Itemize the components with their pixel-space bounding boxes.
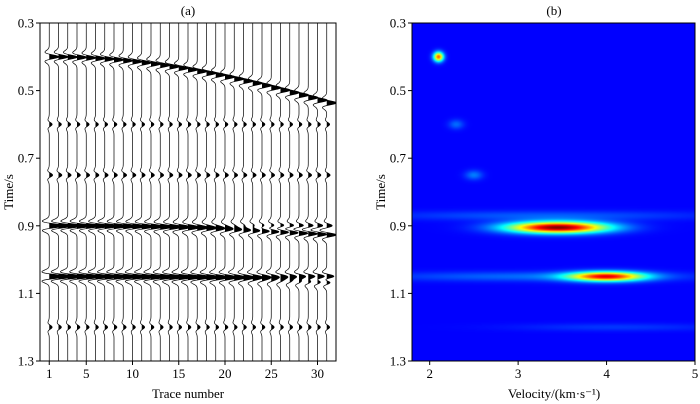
panel-a-y-axis-label: Time/s (1, 174, 16, 210)
panel-a-y-tick-label: 0.3 (18, 16, 34, 31)
trace-fill (188, 67, 203, 331)
trace-line (319, 23, 336, 361)
panel-b-x-tick-label: 5 (692, 366, 699, 381)
panel-a-y-tick-label: 0.9 (18, 218, 34, 233)
panel-b-x-axis-label: Velocity/(km·s⁻¹) (508, 386, 600, 401)
trace-line (134, 23, 159, 361)
trace-line (152, 23, 177, 361)
panel-b-y-tick-label: 0.5 (390, 83, 406, 98)
trace-line (199, 23, 221, 361)
panel-b-x-tick-label: 2 (426, 366, 433, 381)
panel-a-y-tick-label: 0.5 (18, 83, 34, 98)
panel-a-x-tick-label: 10 (126, 366, 139, 381)
trace-line (247, 23, 264, 361)
panel-b-y-tick-label: 1.1 (390, 286, 406, 301)
trace-fill (178, 65, 195, 331)
panel-a-label: (a) (181, 3, 195, 18)
trace-fill (215, 72, 230, 331)
panel-a-x-tick-label: 30 (311, 366, 324, 381)
trace-fill (114, 57, 131, 331)
trace-line (78, 23, 104, 361)
trace-line (180, 23, 204, 361)
panel-a-y-ticks: 0.3 0.5 0.7 0.9 1.1 1.3 (18, 16, 40, 369)
trace-line (97, 23, 122, 361)
panel-a-x-tick-label: 15 (172, 366, 185, 381)
panel-a-frame (39, 22, 337, 362)
trace-line (50, 23, 76, 361)
trace-line (209, 23, 230, 361)
panel-a-y-tick-label: 1.3 (18, 354, 34, 369)
trace-line (143, 23, 168, 361)
panel-b-y-tick-label: 1.3 (390, 354, 406, 369)
panel-a-y-tick-label: 0.7 (18, 151, 35, 166)
trace-line (124, 23, 150, 361)
trace-line (237, 23, 255, 361)
panel-b-y-tick-label: 0.9 (390, 218, 406, 233)
trace-line (218, 23, 239, 361)
panel-a-x-ticks: 1 5 10 15 20 25 30 (46, 361, 324, 381)
panel-a-wiggle-plot: (a) 1 5 10 15 20 25 30 0.30.50.70.91.11.3 Trac… (1, 3, 337, 401)
trace-fill (169, 63, 186, 331)
trace-line (265, 23, 282, 361)
panel-a-x-tick-label: 1 (46, 366, 53, 381)
panel-a-x-axis-label: Trace number (152, 386, 225, 401)
trace-line (190, 23, 213, 361)
panel-a-traces (41, 23, 336, 361)
trace-line (310, 23, 328, 361)
panel-b-y-ticks: 0.3 0.5 0.7 0.9 1.1 1.3 (390, 16, 412, 369)
trace-line (106, 23, 131, 361)
trace-line (69, 23, 95, 361)
panel-b-y-tick-label: 0.7 (390, 151, 407, 166)
trace-fill (86, 55, 103, 331)
trace-fill (151, 61, 168, 331)
panel-b-x-ticks: 2 3 4 5 (426, 361, 698, 381)
panel-b-label: (b) (546, 3, 561, 18)
panel-a-x-tick-label: 5 (83, 366, 90, 381)
panel-b-y-axis-label: Time/s (373, 174, 388, 210)
trace-line (256, 23, 273, 361)
trace-line (87, 23, 113, 361)
panel-a-x-tick-label: 25 (265, 366, 278, 381)
panel-a-y-tick-label: 1.1 (18, 286, 34, 301)
trace-fill (141, 60, 158, 331)
trace-fill (206, 70, 221, 331)
panel-b-x-tick-label: 3 (515, 366, 522, 381)
trace-fill (160, 62, 177, 331)
trace-line (171, 23, 195, 361)
trace-line (293, 23, 310, 361)
trace-line (41, 23, 67, 361)
panel-b-frame (411, 22, 696, 362)
trace-line (284, 23, 300, 361)
trace-fill (197, 68, 212, 331)
trace-fill (132, 59, 149, 331)
trace-line (301, 23, 319, 361)
trace-fill (95, 55, 112, 331)
panel-b-heatmap: (b) 2 3 4 5 0.3 0.5 0.7 0.9 1.1 1.3 Velocity/(km… (373, 3, 698, 401)
trace-fill (326, 100, 336, 331)
trace-line (115, 23, 140, 361)
trace-fill (123, 57, 140, 331)
panel-b-x-tick-label: 4 (603, 366, 610, 381)
trace-line (60, 23, 85, 361)
trace-fill (104, 56, 122, 331)
panel-b-y-tick-label: 0.3 (390, 16, 406, 31)
panel-a-x-tick-label: 20 (219, 366, 232, 381)
velocity-spectrum-canvas (412, 23, 695, 361)
trace-line (275, 23, 291, 361)
trace-line (162, 23, 186, 361)
